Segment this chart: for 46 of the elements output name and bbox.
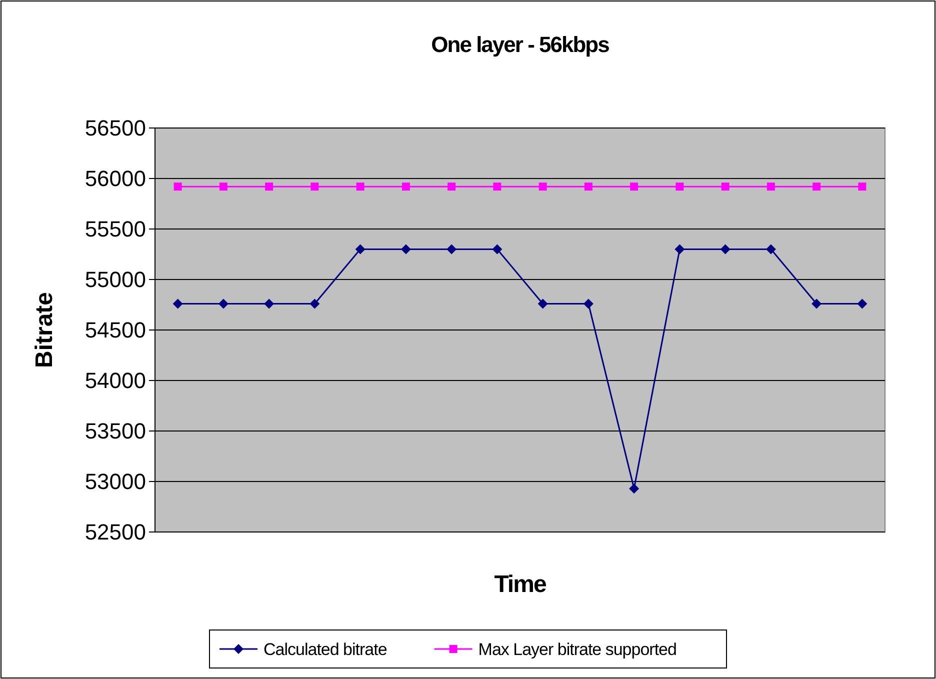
point: [766, 182, 775, 191]
point: [355, 244, 366, 254]
y-tick-label: 56000: [84, 166, 146, 192]
point: [402, 182, 410, 191]
y-tick-label: 55500: [84, 216, 146, 242]
point: [265, 182, 274, 191]
point: [858, 182, 866, 191]
point: [219, 182, 228, 191]
point: [400, 244, 411, 254]
point: [493, 182, 502, 191]
chart-title: One layer - 56kbps: [431, 32, 610, 57]
point: [720, 244, 730, 254]
point: [446, 244, 457, 254]
point: [310, 182, 319, 191]
point: [629, 484, 640, 494]
point: [356, 182, 364, 191]
point: [676, 182, 684, 191]
point: [583, 298, 594, 309]
point: [172, 298, 183, 309]
point: [630, 182, 638, 191]
y-tick-label: 54500: [84, 318, 146, 343]
legend-label: Calculated bitrate: [264, 640, 387, 659]
point: [812, 182, 821, 191]
point: [674, 244, 685, 254]
y-tick-label: 54000: [84, 368, 146, 394]
point: [766, 244, 776, 254]
point: [721, 182, 730, 191]
point: [812, 298, 822, 309]
point: [218, 298, 228, 309]
y-tick-label: 52500: [84, 520, 146, 545]
point: [538, 182, 547, 191]
y-tick-label: 56500: [84, 116, 146, 141]
point: [448, 182, 456, 191]
point: [264, 298, 274, 309]
point: [538, 298, 548, 309]
x-axis-title: Time: [494, 571, 546, 598]
point: [857, 298, 868, 309]
point: [174, 182, 182, 191]
y-axis-title: Bitrate: [31, 292, 58, 368]
legend-label: Max Layer bitrate supported: [478, 640, 677, 659]
point: [310, 298, 320, 309]
y-tick-label: 53000: [84, 469, 146, 494]
point: [492, 244, 502, 254]
point: [584, 182, 592, 191]
y-tick-label: 55000: [84, 267, 146, 292]
y-tick-label: 53500: [84, 418, 146, 444]
